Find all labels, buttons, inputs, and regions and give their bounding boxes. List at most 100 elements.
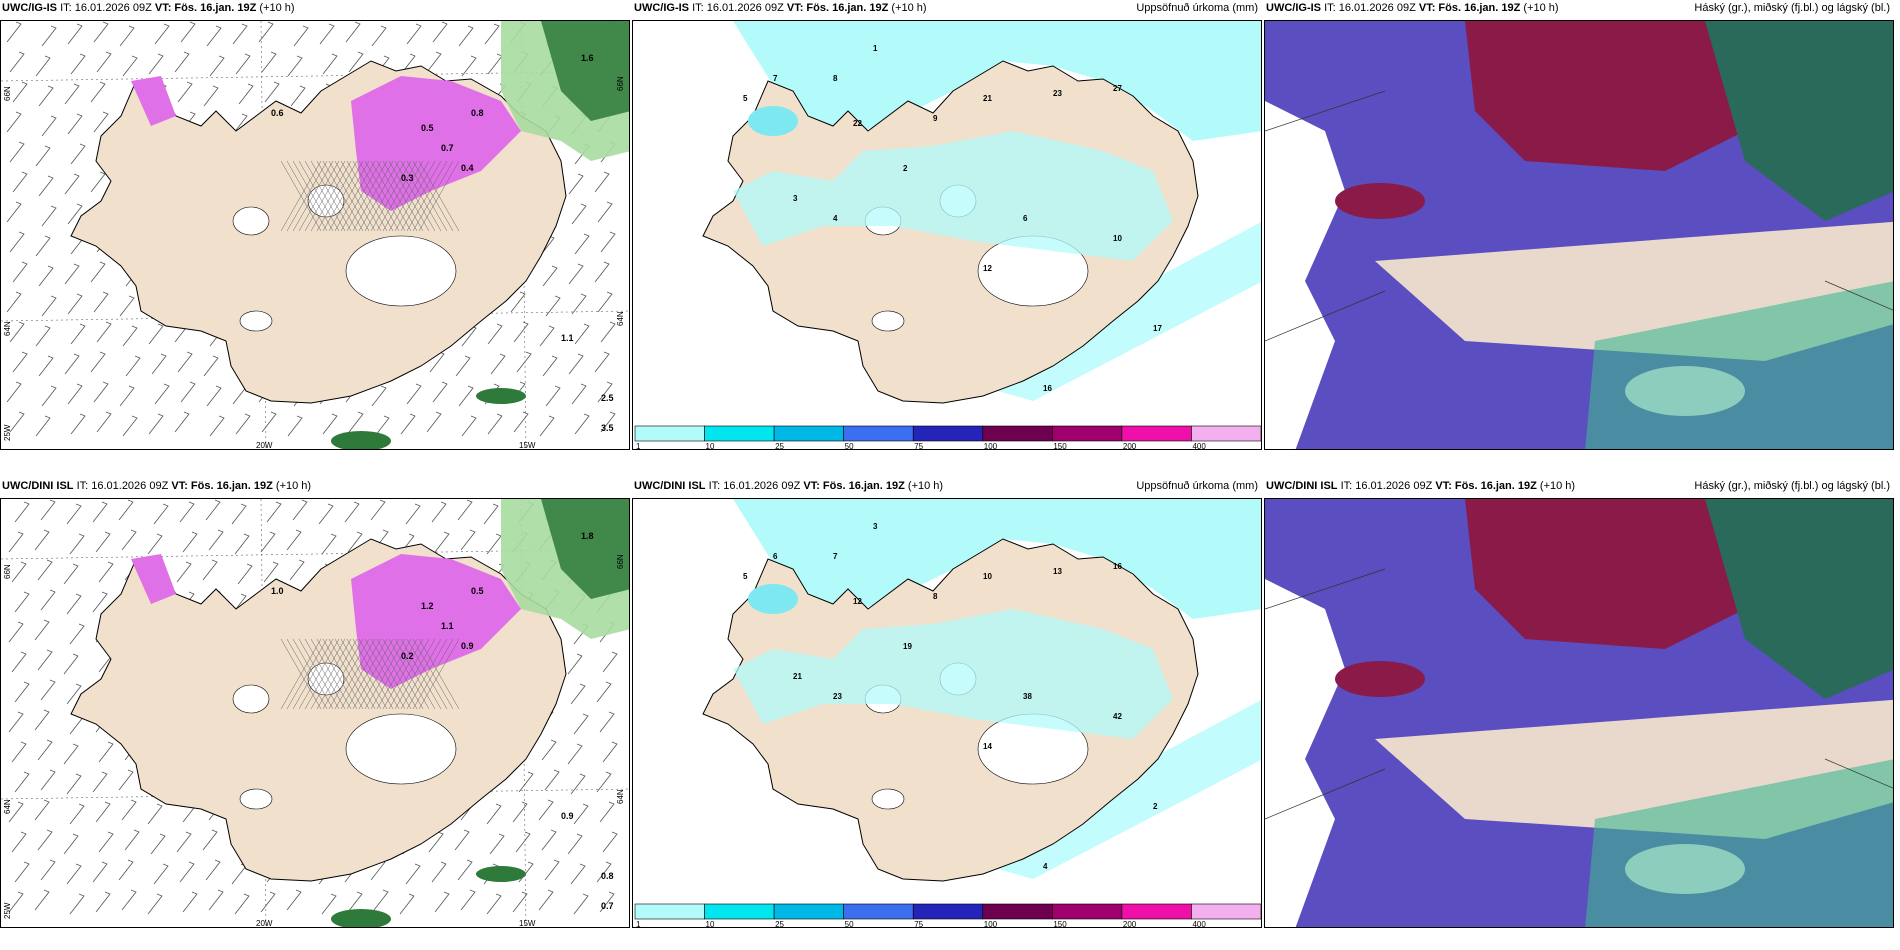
wind-barb <box>602 741 618 763</box>
wind-barb <box>9 51 25 73</box>
wind-barb <box>6 291 22 313</box>
hatch-line <box>412 638 454 710</box>
wind-barb <box>209 55 225 77</box>
wind-barb <box>70 143 86 165</box>
precip-magenta-westfjords <box>131 76 176 126</box>
hatch-line <box>352 638 394 710</box>
colorbar-tick-label: 10 <box>706 442 715 450</box>
wind-barb <box>38 355 54 377</box>
colorbar-swatch <box>1191 903 1261 920</box>
colorbar-swatch <box>1121 425 1192 442</box>
colorbar-swatch <box>634 903 705 920</box>
wind-barb <box>151 353 167 375</box>
wind-barb <box>539 415 555 437</box>
wind-barb <box>544 859 560 881</box>
wind-barb <box>37 649 53 671</box>
hatch-line <box>310 638 352 710</box>
wind-barb <box>70 53 86 75</box>
hatch-line <box>382 160 424 232</box>
wind-barb <box>321 893 337 915</box>
wind-barb <box>63 563 79 585</box>
colorbar-tick-label: 150 <box>1053 920 1067 928</box>
clear-sky-west <box>1265 101 1345 449</box>
value-label: 0.2 <box>401 651 414 661</box>
wind-barb <box>573 803 589 825</box>
wind-barb <box>208 889 224 911</box>
precip-magenta-westfjords <box>131 554 176 604</box>
hatch-line <box>280 638 322 710</box>
colorbar-swatch <box>704 903 775 920</box>
wind-barb <box>9 231 25 253</box>
value-label: 5 <box>743 572 748 581</box>
glacier-myrdalsjokull <box>871 310 905 332</box>
wind-barb <box>180 21 196 43</box>
glacier-langjokull <box>232 206 270 236</box>
wind-barb <box>12 171 28 193</box>
colorbar-swatch <box>773 425 844 442</box>
field-title: Uppsöfnuð úrkoma (mm) <box>1136 480 1258 492</box>
precip-light <box>733 499 1261 619</box>
wind-barb <box>148 413 164 435</box>
colorbar: 1 10 25 50 75 100 150 200 400 <box>634 425 1261 450</box>
wind-barb <box>11 651 27 673</box>
colorbar-swatch <box>1121 903 1192 920</box>
wind-barb <box>292 499 308 521</box>
graticule-line <box>1265 290 1386 342</box>
wind-barb <box>400 413 416 435</box>
wind-barb <box>37 739 53 761</box>
value-label: 0.5 <box>471 586 484 596</box>
wind-barb <box>64 173 80 195</box>
wind-barb <box>6 21 22 43</box>
lon-25w-label: 25W <box>3 902 12 919</box>
wind-barb <box>541 829 557 851</box>
value-label: 2.5 <box>601 393 614 403</box>
wind-barb <box>599 711 615 733</box>
wind-barb <box>260 531 276 553</box>
hatch-line <box>328 160 370 232</box>
precip-blob <box>476 866 526 882</box>
wind-barb <box>182 891 198 913</box>
wind-barb <box>489 833 505 855</box>
precip-band <box>733 131 1173 261</box>
wind-barb <box>431 501 447 523</box>
wind-barb <box>600 321 616 343</box>
wind-barb <box>67 113 83 135</box>
model-name: UWC/DINI ISL <box>1266 480 1338 492</box>
value-label: 10 <box>983 572 992 581</box>
wind-barb <box>432 381 448 403</box>
wind-barb <box>67 23 83 45</box>
wind-barb <box>153 863 169 885</box>
wind-barb <box>460 889 476 911</box>
colorbar-tick-label: 150 <box>1053 442 1067 450</box>
wind-barb <box>599 801 615 823</box>
colorbar-tick-label: 1 <box>636 442 641 450</box>
value-label: 19 <box>903 642 912 651</box>
lat-66n-label: 66N <box>616 76 625 91</box>
value-label: 16 <box>1043 384 1052 393</box>
init-time: IT: 16.01.2026 09Z <box>692 2 784 14</box>
hatch-line <box>316 638 358 710</box>
model-name: UWC/IG-IS <box>634 2 689 14</box>
colorbar-swatch <box>912 425 984 442</box>
wind-barb <box>90 261 106 283</box>
wind-barb <box>570 773 586 795</box>
wind-barb <box>35 325 51 347</box>
wind-barb <box>597 201 613 223</box>
wind-barb <box>594 351 610 373</box>
value-label: 8 <box>933 592 938 601</box>
wind-barb <box>234 893 250 915</box>
hatch-line <box>298 638 340 710</box>
colorbar-tick-label: 25 <box>775 442 784 450</box>
lead-time: (+10 h) <box>891 2 927 14</box>
panel-header: UWC/DINI ISL IT: 16.01.2026 09Z VT: Fös.… <box>1266 480 1890 496</box>
wind-barb <box>40 499 56 521</box>
wind-barb <box>600 231 616 253</box>
wind-barb <box>460 529 476 551</box>
value-label: 0.7 <box>441 143 454 153</box>
wind-barb <box>34 799 50 821</box>
graticule-line <box>1824 280 1893 311</box>
wind-barb <box>261 51 277 73</box>
wind-barb <box>232 113 248 135</box>
wind-barb <box>154 23 170 45</box>
wind-barb <box>90 81 106 103</box>
